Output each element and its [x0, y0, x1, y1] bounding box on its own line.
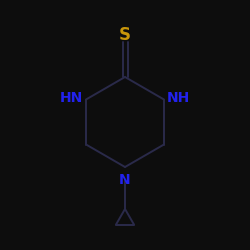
Text: NH: NH — [167, 92, 190, 106]
Text: S: S — [119, 26, 131, 44]
Text: N: N — [119, 173, 131, 187]
Text: HN: HN — [60, 92, 83, 106]
